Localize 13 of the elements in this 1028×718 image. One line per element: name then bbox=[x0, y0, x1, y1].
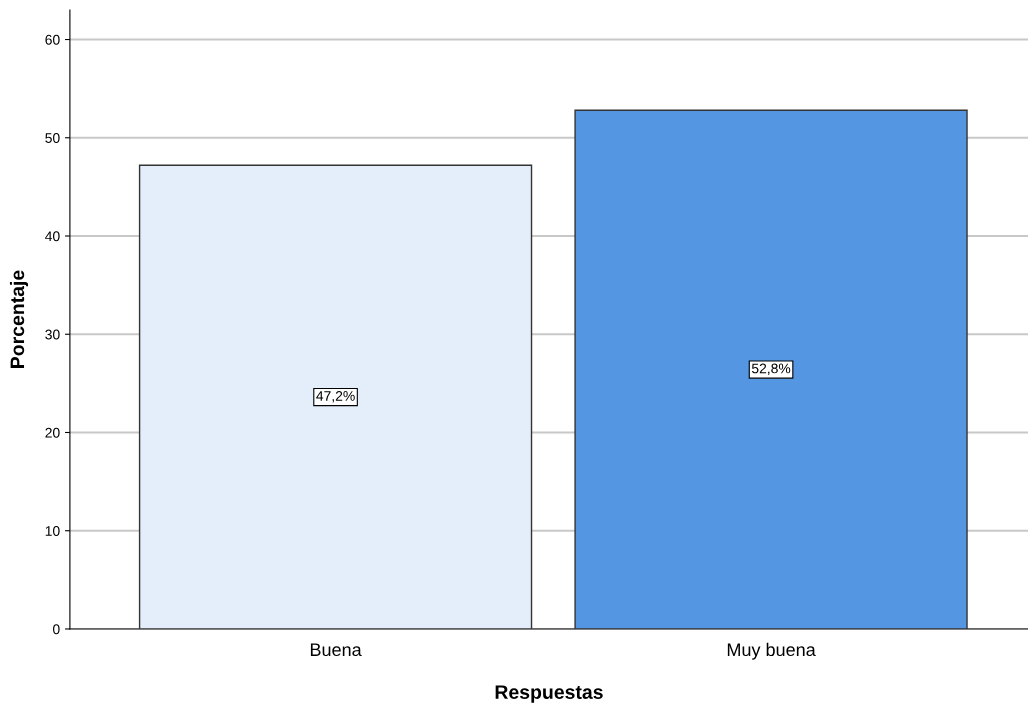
y-axis-title: Porcentaje bbox=[9, 270, 29, 368]
y-tick-label: 40 bbox=[45, 231, 60, 242]
y-tick-label: 0 bbox=[53, 624, 60, 635]
y-tick-label: 20 bbox=[45, 427, 60, 438]
y-tick-label: 30 bbox=[45, 329, 60, 340]
x-tick-label: Buena bbox=[310, 643, 362, 657]
x-axis-title: Respuestas bbox=[495, 685, 603, 703]
y-tick-label: 50 bbox=[45, 133, 60, 143]
data-label: 52,8% bbox=[751, 363, 791, 375]
data-label: 47,2% bbox=[316, 391, 355, 403]
x-tick-label: Muy buena bbox=[727, 642, 816, 660]
y-tick-label: 10 bbox=[45, 526, 60, 536]
y-tick-label: 60 bbox=[45, 34, 60, 45]
